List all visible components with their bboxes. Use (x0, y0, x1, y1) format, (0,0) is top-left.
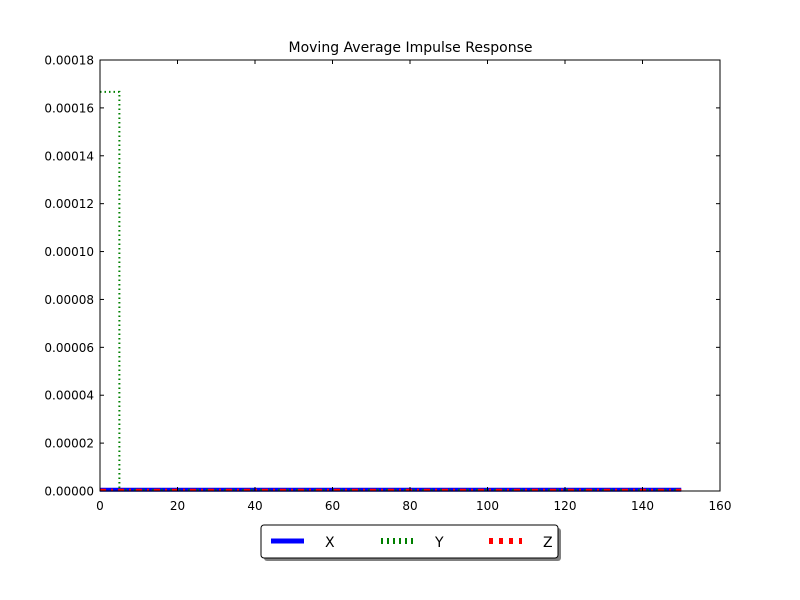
chart-title: Moving Average Impulse Response (289, 40, 533, 56)
y-tick-label: 0.00010 (44, 245, 94, 259)
legend-label-y: Y (434, 535, 444, 551)
y-tick-label: 0.00014 (44, 149, 94, 163)
x-tick-label: 40 (247, 499, 262, 513)
x-tick-label: 100 (476, 499, 499, 513)
y-tick-label: 0.00006 (44, 341, 94, 355)
y-tick-label: 0.00000 (44, 485, 94, 499)
series-y-line (100, 90, 682, 491)
y-tick-label: 0.00016 (44, 101, 94, 115)
x-axis: 0 20 40 60 80 100 120 140 160 (96, 60, 731, 513)
y-tick-label: 0.00008 (44, 293, 94, 307)
plot-area (100, 90, 682, 492)
x-tick-label: 60 (325, 499, 340, 513)
legend-label-z: Z (543, 535, 553, 551)
x-tick-label: 80 (402, 499, 417, 513)
y-axis: 0.00000 0.00002 0.00004 0.00006 0.00008 0.000… (44, 54, 720, 499)
axes-frame (99, 59, 721, 492)
x-tick-label: 120 (554, 499, 577, 513)
y-tick-label: 0.00002 (44, 437, 94, 451)
y-tick-label: 0.00012 (44, 197, 94, 211)
x-tick-label: 140 (631, 499, 654, 513)
legend-box (260, 524, 559, 559)
legend-label-x: X (325, 535, 335, 551)
legend: X Y Z (260, 524, 561, 561)
x-tick-label: 0 (96, 499, 104, 513)
y-tick-label: 0.00018 (44, 54, 94, 68)
y-tick-label: 0.00004 (44, 389, 94, 403)
x-tick-label: 160 (709, 499, 732, 513)
x-tick-label: 20 (170, 499, 185, 513)
